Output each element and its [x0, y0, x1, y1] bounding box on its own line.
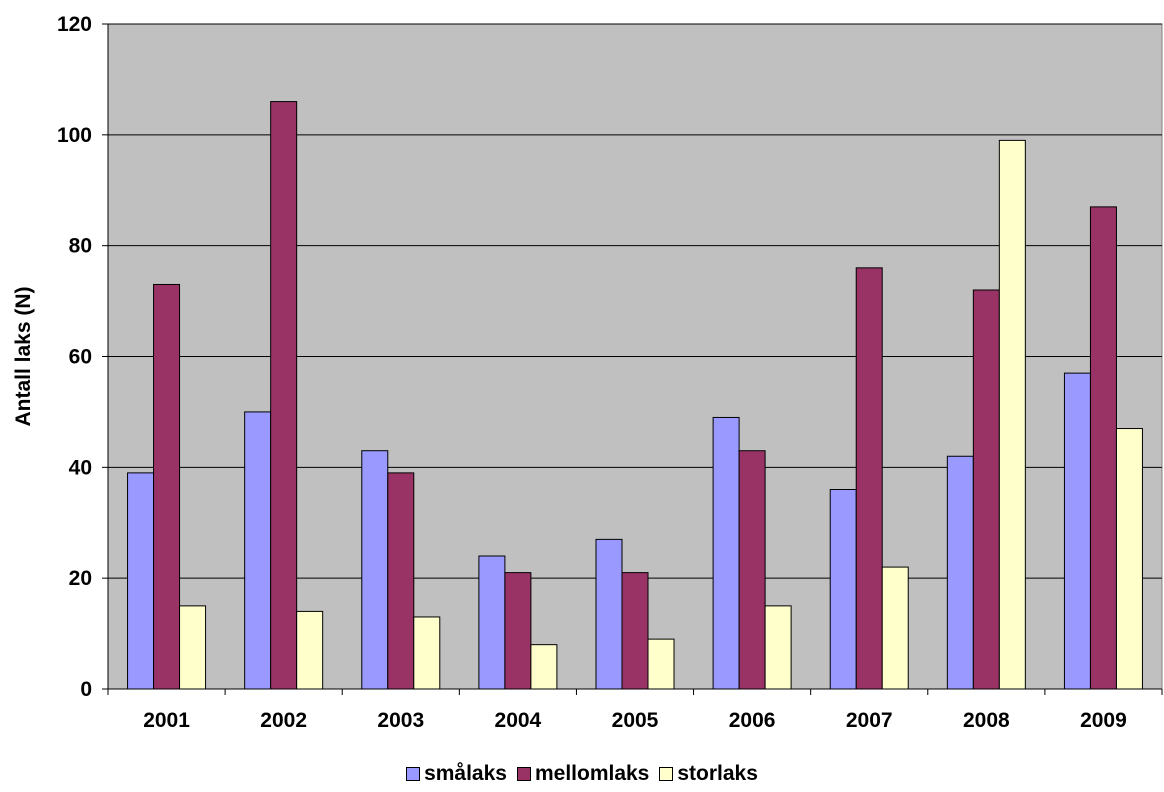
- bar-smlaks-2005: [595, 538, 623, 690]
- x-tick-label-2006: 2006: [729, 709, 776, 732]
- bar-mellomlaks-2005: [621, 572, 649, 690]
- legend: smålaks mellomlaks storlaks: [0, 762, 1164, 786]
- bar-mellomlaks-2006: [738, 450, 766, 690]
- x-tick-label-2005: 2005: [612, 709, 659, 732]
- bar-mellomlaks-2002: [270, 101, 298, 690]
- bar-mellomlaks-2001: [153, 283, 181, 690]
- bar-mellomlaks-2007: [855, 267, 883, 690]
- x-tick-label-2002: 2002: [260, 709, 307, 732]
- bar-mellomlaks-2008: [972, 289, 1000, 690]
- x-tick-label-2003: 2003: [377, 709, 424, 732]
- legend-swatch-smalaks: [406, 767, 421, 781]
- legend-swatch-mellomlaks: [516, 767, 531, 781]
- bar-mellomlaks-2004: [504, 572, 532, 690]
- legend-label-smalaks: smålaks: [424, 762, 507, 785]
- bar-mellomlaks-2009: [1089, 206, 1117, 690]
- bar-storlaks-2003: [413, 616, 441, 690]
- bar-storlaks-2002: [296, 610, 324, 690]
- bar-storlaks-2008: [998, 139, 1026, 690]
- bar-storlaks-2004: [530, 644, 558, 690]
- bar-smlaks-2004: [478, 555, 506, 690]
- y-tick-label-6: 120: [57, 13, 92, 36]
- legend-label-mellomlaks: mellomlaks: [534, 762, 650, 785]
- bar-smlaks-2008: [946, 455, 974, 690]
- bar-storlaks-2007: [881, 566, 909, 690]
- y-tick-label-0: 0: [80, 678, 92, 701]
- bar-storlaks-2006: [764, 605, 792, 690]
- bar-mellomlaks-2003: [387, 472, 415, 690]
- x-tick-label-2007: 2007: [846, 709, 893, 732]
- legend-swatch-storlaks: [659, 767, 674, 781]
- legend-label-storlaks: storlaks: [677, 762, 758, 785]
- bar-smlaks-2002: [244, 411, 272, 690]
- x-tick-label-2008: 2008: [963, 709, 1010, 732]
- bar-smlaks-2009: [1063, 372, 1091, 690]
- bar-smlaks-2001: [127, 472, 155, 690]
- bar-smlaks-2007: [829, 489, 857, 690]
- bar-storlaks-2001: [179, 605, 207, 690]
- x-tick-label-2001: 2001: [143, 709, 190, 732]
- legend-item-mellomlaks: mellomlaks: [516, 762, 650, 786]
- y-tick-label-2: 40: [69, 456, 92, 479]
- bar-smlaks-2003: [361, 450, 389, 690]
- legend-item-smalaks: smålaks: [406, 762, 507, 786]
- bar-storlaks-2005: [647, 638, 675, 690]
- x-tick-label-2009: 2009: [1080, 709, 1127, 732]
- y-tick-label-3: 60: [69, 346, 92, 369]
- legend-item-storlaks: storlaks: [659, 762, 758, 786]
- x-tick-label-2004: 2004: [495, 709, 542, 732]
- bar-storlaks-2009: [1115, 428, 1143, 690]
- y-tick-label-1: 20: [69, 567, 92, 590]
- y-tick-label-4: 80: [69, 235, 92, 258]
- y-tick-label-5: 100: [57, 124, 92, 147]
- y-axis-title: Antall laks (N): [12, 286, 35, 426]
- bar-chart: 0 20 40 60 80 100 120 Antall laks (N) 2001 2002 20…: [12, 13, 1163, 732]
- bar-smlaks-2006: [712, 416, 740, 690]
